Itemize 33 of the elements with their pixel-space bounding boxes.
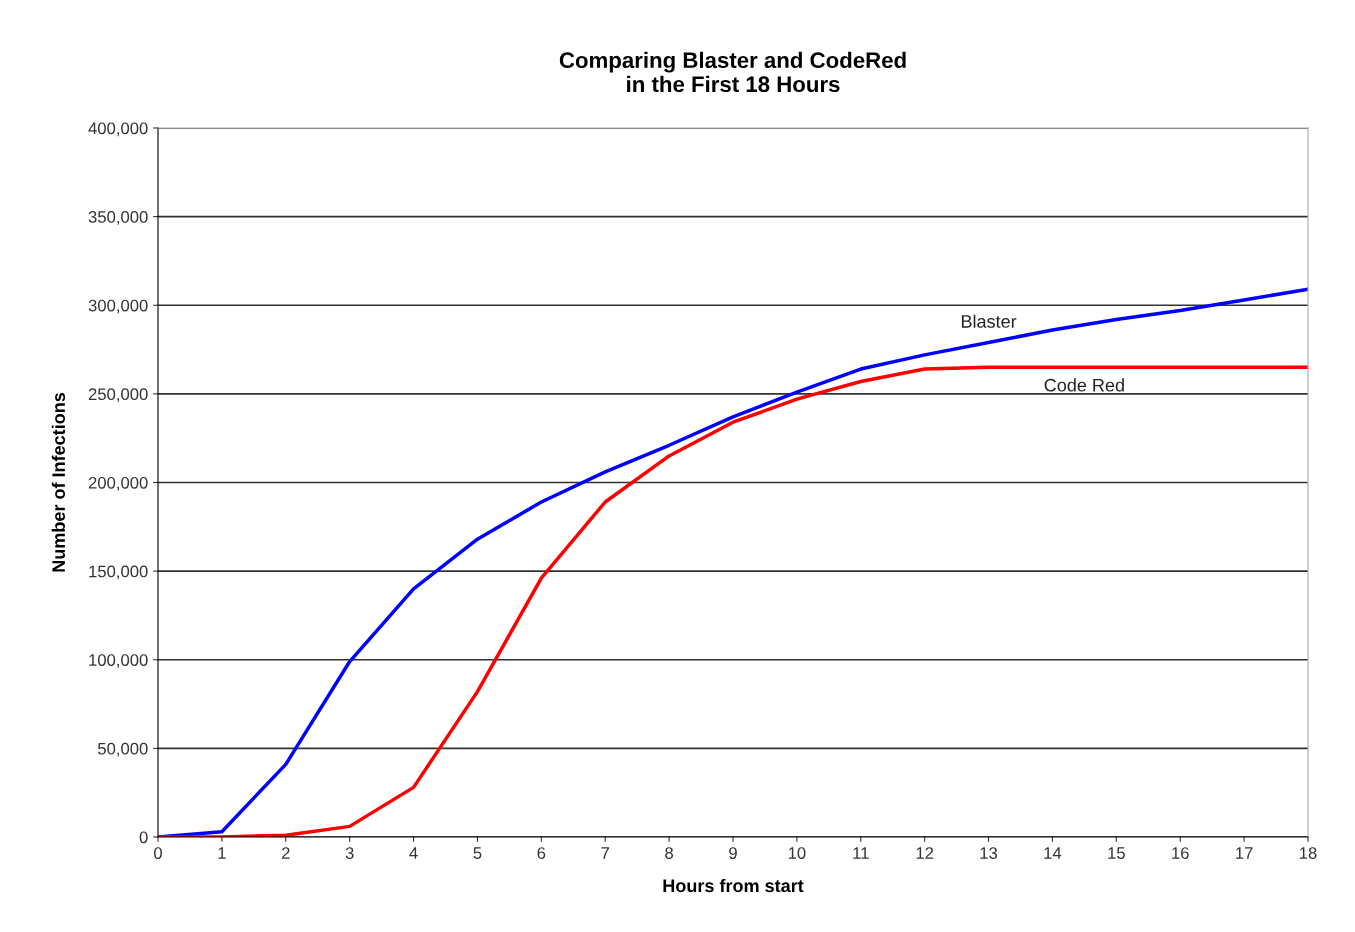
- chart-title: Comparing Blaster and CodeRed in the First 18 Hours: [559, 51, 906, 93]
- x-tick-label: 18: [1300, 847, 1317, 859]
- y-tick-label: 50,000: [97, 742, 148, 757]
- y-tick-label: 300,000: [88, 299, 148, 314]
- y-tick-label: 100,000: [89, 654, 148, 668]
- x-tick-label: 10: [788, 847, 806, 859]
- x-tick-label: 17: [1236, 847, 1253, 859]
- x-tick-label: 13: [980, 847, 998, 859]
- x-axis-title: Hours from start: [663, 878, 804, 893]
- x-tick-label: 2: [281, 847, 290, 859]
- y-tick-label: 150,000: [89, 565, 148, 580]
- x-tick-label: 8: [665, 847, 674, 859]
- x-tick-label: 9: [729, 847, 737, 859]
- y-tick-label: 200,000: [88, 476, 148, 491]
- x-tick-label: 12: [916, 847, 934, 859]
- x-tick-label: 11: [853, 847, 869, 859]
- x-tick-label: 4: [409, 847, 418, 859]
- x-tick-label: 5: [473, 847, 482, 859]
- y-axis-title: Number of Infections: [51, 392, 66, 572]
- x-tick-label: 14: [1044, 847, 1062, 859]
- x-tick-label: 6: [537, 847, 546, 859]
- x-tick-label: 0: [154, 847, 162, 859]
- series-label: Blaster: [961, 314, 1017, 328]
- x-tick-label: 15: [1108, 847, 1125, 859]
- x-tick-label: 16: [1172, 847, 1189, 859]
- x-tick-label: 3: [345, 847, 354, 859]
- y-tick-label: 250,000: [88, 388, 148, 403]
- x-tick-label: 1: [218, 847, 226, 859]
- y-tick-label: 0: [139, 831, 148, 844]
- y-tick-label: 350,000: [88, 211, 148, 225]
- series-label: Code Red: [1044, 378, 1124, 392]
- y-tick-label: 400,000: [88, 122, 148, 137]
- x-tick-label: 7: [601, 847, 610, 859]
